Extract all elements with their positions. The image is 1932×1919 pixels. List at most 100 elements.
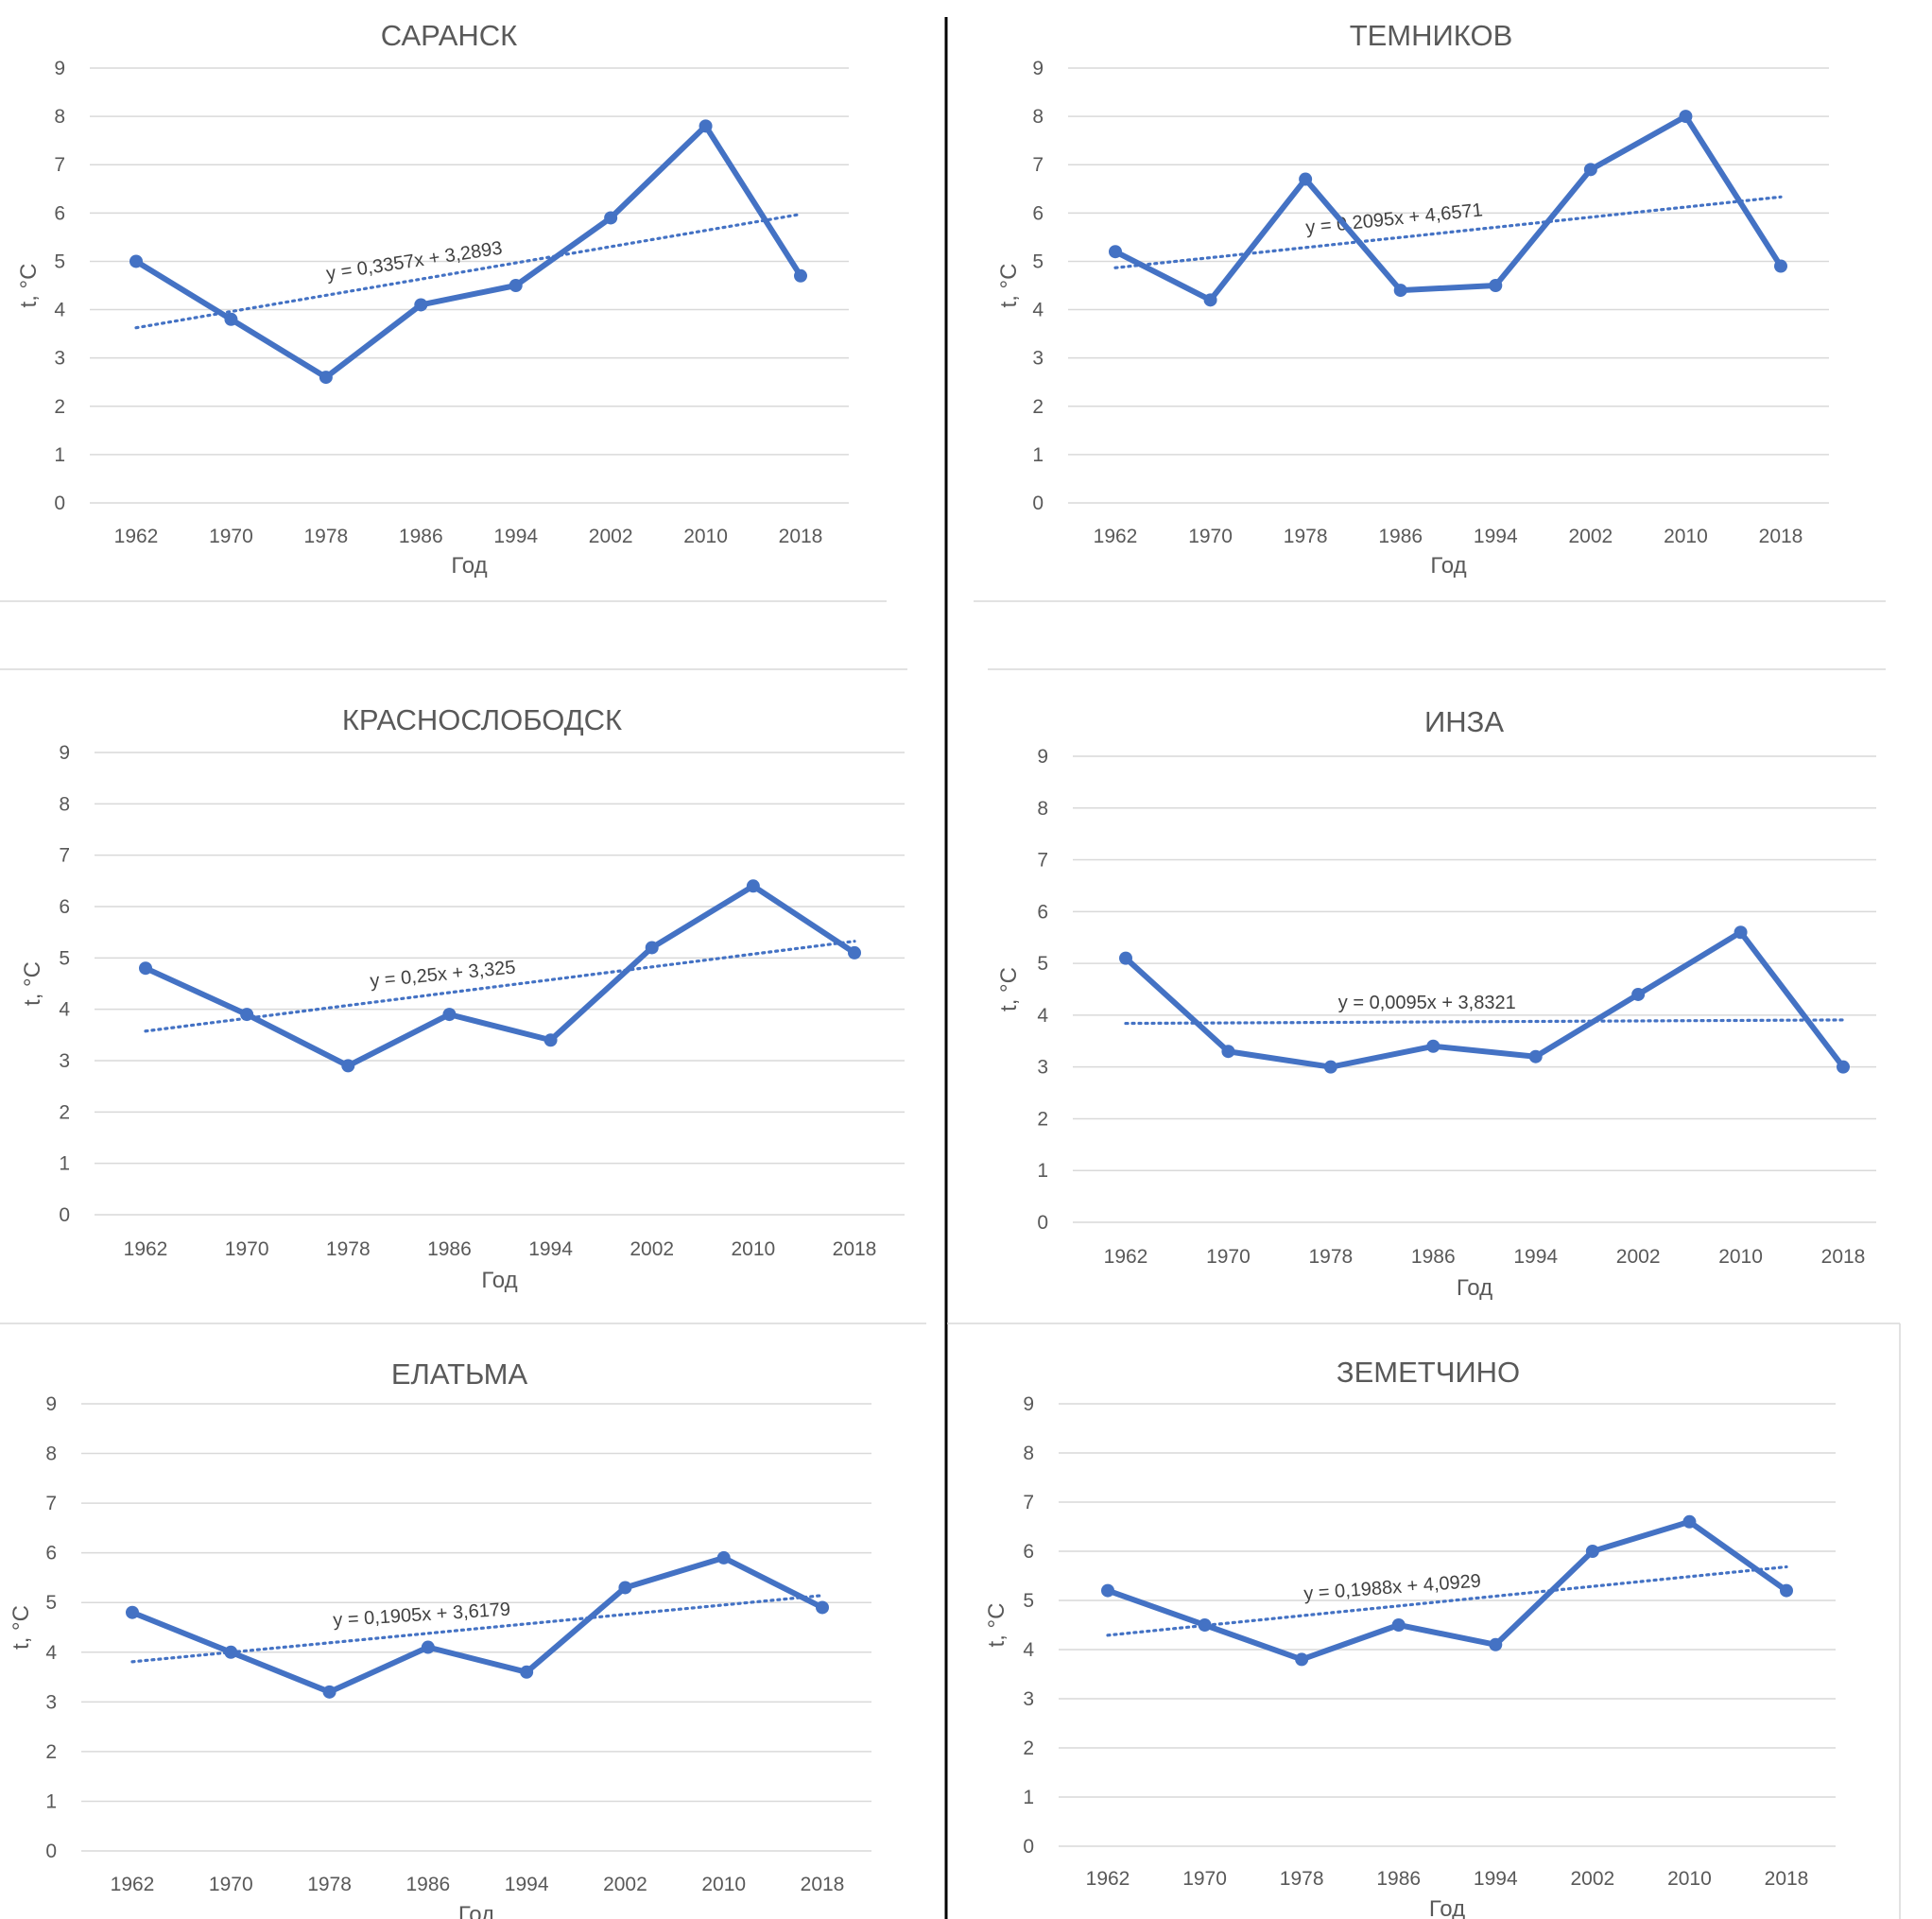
data-point [543,1033,558,1047]
y-tick-label: 2 [1032,396,1044,418]
x-tick-label: 1986 [405,1874,450,1895]
x-tick-label: 1986 [1378,526,1423,547]
data-point [1528,1049,1543,1063]
y-axis-label: t, °C [9,1605,34,1650]
y-tick-label: 3 [45,1691,57,1713]
y-tick-label: 6 [54,202,65,224]
data-point [240,1008,254,1022]
x-tick-label: 2010 [1667,1868,1712,1890]
y-tick-label: 5 [1032,251,1044,272]
y-tick-label: 5 [45,1592,57,1614]
y-tick-label: 1 [1032,444,1044,466]
y-tick-label: 9 [1037,746,1048,768]
data-point [645,941,659,955]
x-tick-label: 1970 [209,1874,253,1895]
trendline [1124,1018,1845,1026]
y-axis-label: t, °C [16,264,42,308]
chart-title: САРАНСК [381,19,518,52]
x-tick-label: 2002 [630,1238,674,1260]
y-tick-label: 6 [59,896,70,918]
y-tick-label: 6 [45,1543,57,1565]
x-tick-label: 2018 [1765,1868,1809,1890]
chart-title: КРАСНОСЛОБОДСК [342,703,622,736]
y-axis-label: t, °C [996,264,1022,308]
x-tick-label: 1986 [427,1238,472,1260]
y-tick-label: 2 [45,1741,57,1763]
y-tick-label: 8 [1032,106,1044,128]
x-tick-label: 2002 [603,1874,647,1895]
y-tick-label: 4 [1037,1005,1048,1027]
data-point [1391,1618,1406,1632]
x-tick-label: 1962 [114,526,159,547]
y-tick-label: 3 [1032,348,1044,370]
y-axis-label: t, °C [996,967,1022,1011]
y-axis-label: t, °C [20,961,45,1006]
data-point [1299,172,1313,186]
x-axis-label: Год [458,1902,494,1919]
y-tick-label: 3 [59,1050,70,1072]
data-point [341,1059,355,1073]
y-tick-label: 4 [1023,1639,1034,1661]
x-tick-label: 1994 [1474,1868,1518,1890]
y-tick-label: 2 [54,396,65,418]
y-tick-label: 4 [45,1642,57,1664]
series-line [1105,1518,1789,1663]
x-tick-label: 2018 [801,1874,845,1895]
data-point [1774,259,1787,273]
data-point [1101,1583,1114,1598]
data-point [520,1665,534,1679]
x-axis-label: Год [1457,1275,1492,1301]
x-tick-label: 2002 [589,526,633,547]
data-point [1203,293,1217,307]
x-axis-label: Год [1430,553,1466,579]
y-tick-label: 9 [1032,58,1044,79]
chart-6: ЗЕМЕТЧИНО 0 1 2 3 4 5 6 7 8 9 1962 1970 1978 1986 1994 2… [984,1356,1836,1919]
x-tick-label: 1970 [225,1238,269,1260]
y-tick-label: 7 [54,154,65,176]
data-point [1323,1060,1337,1074]
series-line [133,123,803,381]
y-axis-label: t, °C [984,1603,1009,1648]
trendline [144,940,856,1033]
x-tick-label: 1962 [1094,526,1138,547]
data-point [1295,1652,1309,1667]
data-point [848,945,861,960]
data-point [126,1605,139,1619]
x-tick-label: 2018 [1759,526,1803,547]
y-tick-label: 5 [1037,953,1048,975]
x-tick-label: 1978 [326,1238,371,1260]
y-tick-label: 0 [59,1204,70,1226]
y-tick-label: 1 [54,444,65,466]
y-tick-label: 2 [1023,1737,1034,1759]
x-tick-label: 1962 [1086,1868,1130,1890]
y-tick-label: 3 [54,348,65,370]
x-tick-label: 2010 [683,526,728,547]
y-tick-label: 0 [1023,1836,1034,1858]
data-point [1221,1045,1235,1059]
y-tick-label: 6 [1023,1541,1034,1563]
data-point [1679,110,1693,124]
x-tick-label: 1970 [209,526,253,547]
trendline [1113,195,1783,269]
x-tick-label: 1978 [1308,1246,1353,1268]
data-point [1109,245,1122,259]
data-point [1198,1618,1212,1632]
data-point [319,371,333,385]
x-tick-label: 1986 [399,526,443,547]
y-tick-label: 1 [59,1153,70,1175]
y-tick-label: 0 [54,493,65,514]
y-tick-label: 5 [59,947,70,969]
data-point [1682,1514,1697,1529]
data-point [618,1581,632,1595]
data-point [699,119,713,133]
y-tick-label: 8 [54,106,65,128]
chart-title: ЗЕМЕТЧИНО [1337,1356,1520,1389]
x-tick-label: 1970 [1188,526,1233,547]
series-line [1123,929,1846,1070]
x-tick-label: 2010 [701,1874,746,1895]
data-point [1585,1545,1599,1558]
x-tick-label: 2018 [1821,1246,1866,1268]
x-axis-label: Год [451,553,487,579]
data-point [716,1550,731,1565]
data-point [1734,925,1748,940]
